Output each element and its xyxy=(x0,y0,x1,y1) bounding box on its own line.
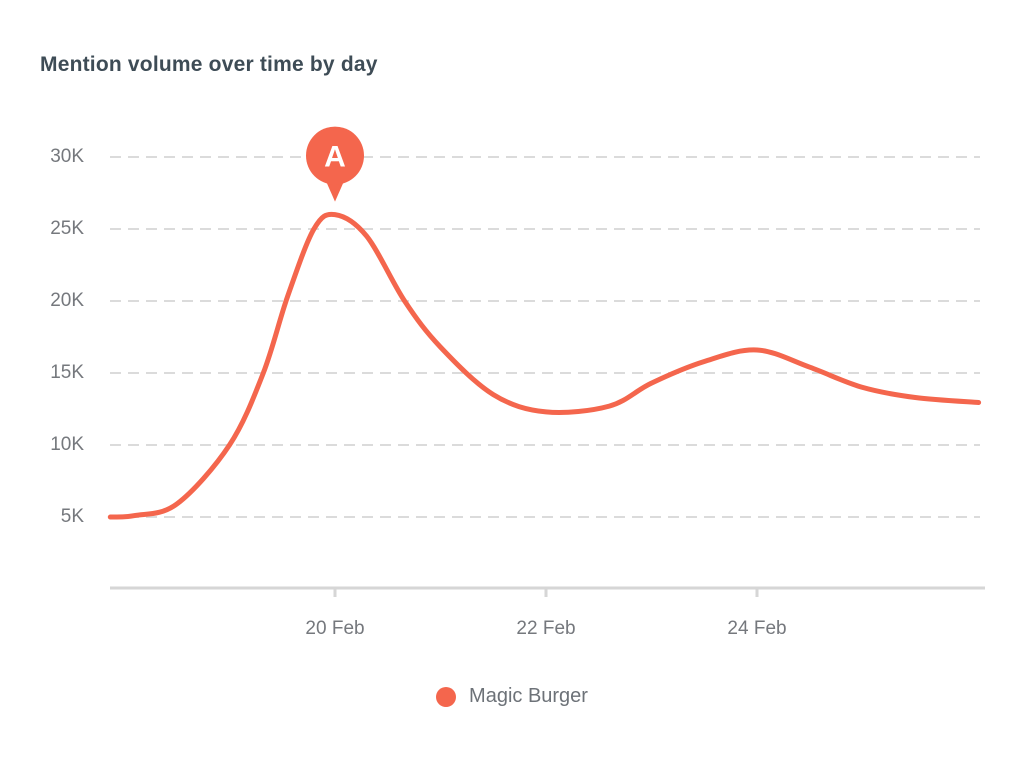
y-tick-label-10k: 10K xyxy=(50,434,84,455)
series-line-magic-burger[interactable] xyxy=(107,211,982,520)
legend-marker-dot-icon xyxy=(436,686,457,707)
x-tick-label-20-feb: 20 Feb xyxy=(305,618,365,639)
legend-item-magic-burger[interactable]: Magic Burger xyxy=(436,685,588,708)
y-tick-label-20k: 20K xyxy=(50,290,84,311)
y-tick-label-30k: 30K xyxy=(50,146,84,167)
annotation-pin[interactable]: A xyxy=(306,126,364,202)
legend: Magic Burger xyxy=(0,685,1024,708)
annotation-label: A xyxy=(324,141,346,174)
y-tick-label-25k: 25K xyxy=(50,218,84,239)
pin-circle-icon xyxy=(306,126,364,185)
chart-title: Mention volume over time by day xyxy=(40,53,378,76)
x-axis-line xyxy=(110,586,985,597)
x-tick-label-24-feb: 24 Feb xyxy=(727,618,787,639)
y-tick-label-5k: 5K xyxy=(60,506,84,527)
gridlines xyxy=(110,156,980,518)
chart-canvas: A xyxy=(107,126,985,597)
x-tick-label-22-feb: 22 Feb xyxy=(516,618,576,639)
y-tick-label-15k: 15K xyxy=(50,362,84,383)
legend-label: Magic Burger xyxy=(469,685,588,707)
